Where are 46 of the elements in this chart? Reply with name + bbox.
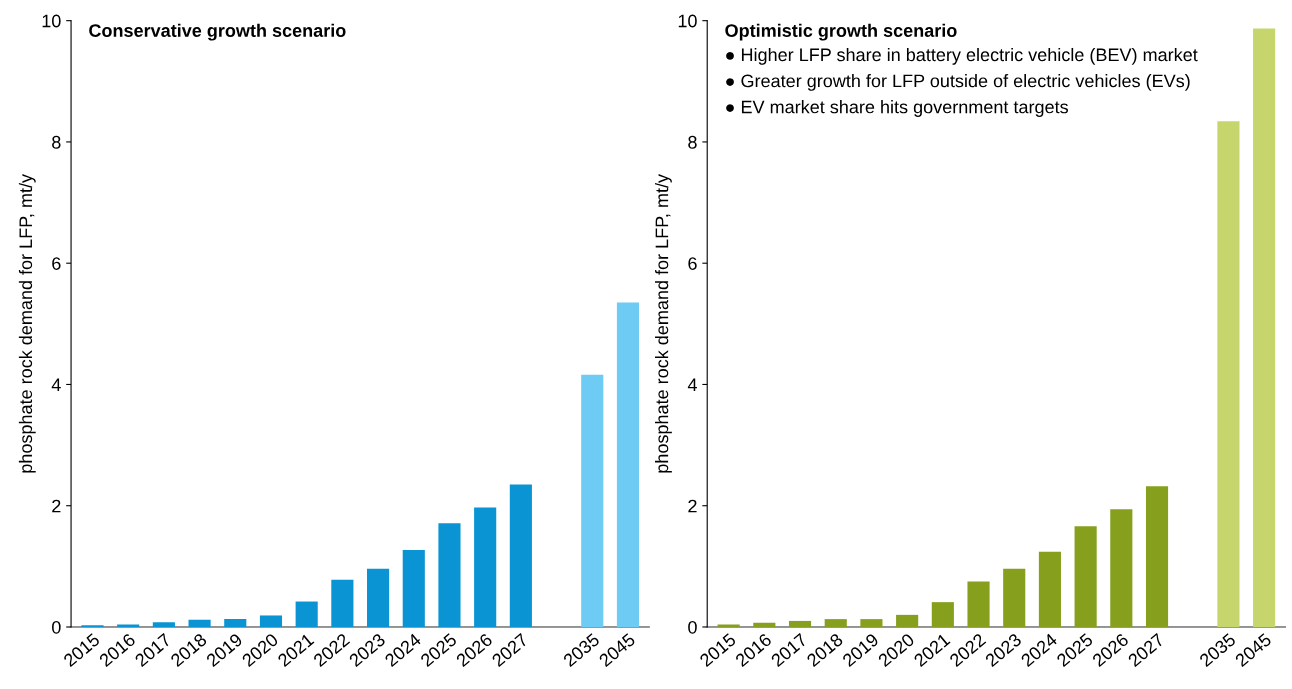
y-tick-label: 0 — [688, 620, 697, 634]
y-tick-label: 8 — [688, 135, 697, 149]
bar — [509, 484, 532, 627]
annotation: ● EV market share hits government targets — [726, 100, 1068, 117]
annotation: ● Higher LFP share in battery electric vehicle (BEV) market — [726, 47, 1198, 65]
y-tick-label: 4 — [687, 378, 697, 391]
y-tick-label: 2 — [688, 499, 697, 513]
y-tick-label: 0 — [52, 620, 61, 634]
bar — [1145, 486, 1169, 627]
bar — [753, 622, 776, 627]
bar — [616, 302, 640, 627]
bar — [402, 549, 425, 627]
bar — [581, 374, 604, 627]
bar — [438, 523, 461, 627]
y-tick-label: 8 — [52, 135, 61, 149]
bar — [931, 602, 954, 627]
annotation: ● Greater growth for LFP outside of electric vehicles (EVs) — [726, 74, 1190, 91]
y-tick-label: 10 — [678, 14, 697, 28]
bar — [1110, 509, 1133, 627]
bar — [1003, 568, 1026, 627]
bar — [474, 507, 497, 627]
bar — [367, 568, 390, 627]
y-axis-title: phosphate rock demand for LFP, mt/y — [655, 173, 672, 473]
y-axis-title: phosphate rock demand for LFP, mt/y — [18, 173, 36, 473]
bar — [1038, 551, 1061, 627]
bar — [1217, 121, 1240, 627]
bar — [788, 620, 812, 627]
bar — [1074, 526, 1097, 627]
bar — [860, 619, 883, 627]
chart-title: Optimistic growth scenario — [725, 23, 957, 41]
bar — [896, 614, 919, 627]
bar — [331, 579, 354, 627]
bar — [224, 619, 247, 627]
bar — [188, 619, 211, 627]
y-tick-label: 6 — [52, 257, 61, 270]
y-tick-label: 6 — [688, 257, 697, 270]
bar — [1253, 28, 1276, 627]
bar — [967, 581, 990, 627]
y-tick-label: 2 — [52, 499, 61, 513]
chart-title: Conservative growth scenario — [89, 23, 346, 41]
bar — [152, 622, 175, 627]
bar — [259, 615, 283, 627]
y-tick-label: 10 — [42, 14, 61, 28]
bar — [824, 619, 847, 627]
bar — [295, 601, 318, 627]
y-tick-label: 4 — [51, 378, 61, 391]
